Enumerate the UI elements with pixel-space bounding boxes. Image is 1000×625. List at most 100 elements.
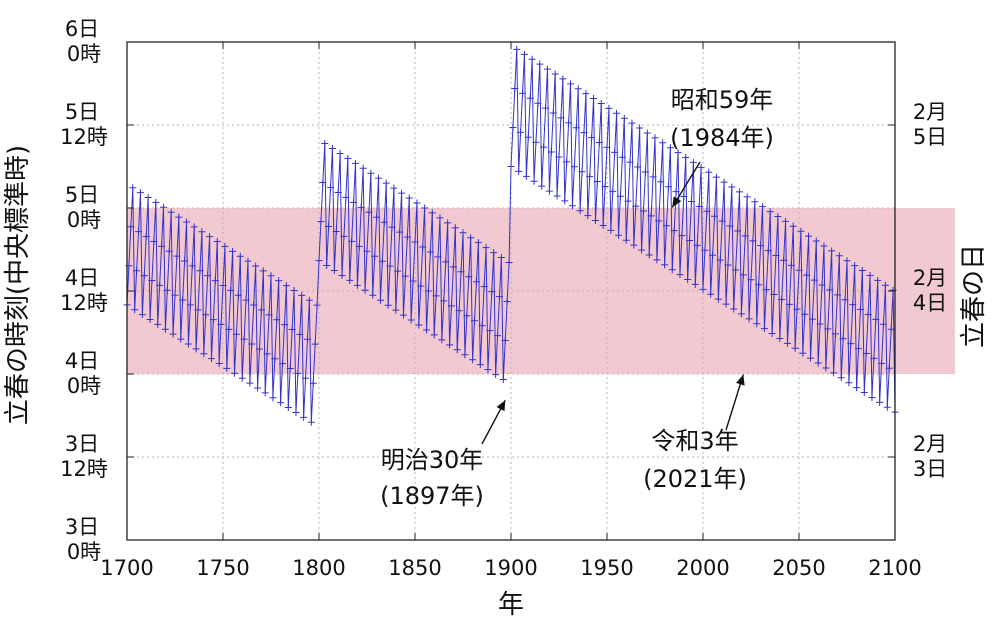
data-point	[480, 283, 488, 291]
data-point	[136, 189, 144, 197]
data-point	[171, 291, 179, 299]
data-point	[303, 335, 311, 343]
data-point	[686, 236, 694, 244]
data-point	[156, 281, 164, 289]
data-point	[234, 291, 242, 299]
data-point	[697, 163, 705, 171]
data-point	[726, 222, 734, 230]
data-point	[336, 149, 344, 157]
data-point	[415, 321, 423, 329]
data-point	[196, 267, 204, 275]
data-point	[255, 345, 263, 353]
data-point	[273, 316, 281, 324]
data-point	[565, 119, 573, 127]
data-point	[154, 320, 162, 328]
data-point	[307, 418, 315, 426]
data-point	[511, 84, 519, 92]
y-tick-label-day: 5日	[65, 183, 99, 207]
data-point	[534, 99, 542, 107]
data-point	[261, 389, 269, 397]
data-point	[161, 325, 169, 333]
data-point	[528, 55, 536, 63]
data-point	[849, 301, 857, 309]
data-point	[860, 389, 868, 397]
x-tick-label: 2000	[676, 556, 729, 580]
data-point	[649, 173, 657, 181]
data-point	[436, 214, 444, 222]
data-point	[442, 258, 450, 266]
data-point	[555, 153, 563, 161]
data-point	[513, 45, 521, 53]
annotation-label-year: (2021年)	[643, 465, 747, 493]
data-point	[839, 335, 847, 343]
data-point	[298, 291, 306, 299]
data-point	[211, 277, 219, 285]
data-point	[183, 218, 191, 226]
data-point	[816, 320, 824, 328]
data-point	[363, 247, 371, 255]
data-point	[279, 360, 287, 368]
data-point	[361, 286, 369, 294]
data-point	[503, 298, 511, 306]
annotation-label-year: (1984年)	[670, 124, 774, 152]
data-point	[378, 257, 386, 265]
data-point	[874, 276, 882, 284]
data-point	[593, 178, 601, 186]
data-point	[474, 239, 482, 247]
data-point	[476, 361, 484, 369]
data-point	[663, 222, 671, 230]
data-point	[868, 393, 876, 401]
data-point	[428, 209, 436, 217]
data-point	[814, 359, 822, 367]
data-point	[883, 403, 891, 411]
data-point	[835, 252, 843, 260]
data-point	[282, 282, 290, 290]
data-point	[267, 272, 275, 280]
data-point	[689, 158, 697, 166]
data-point	[184, 340, 192, 348]
data-point	[288, 325, 296, 333]
data-point	[367, 169, 375, 177]
data-point	[830, 369, 838, 377]
data-point	[803, 271, 811, 279]
data-point	[572, 124, 580, 132]
data-point	[655, 217, 663, 225]
data-point	[330, 266, 338, 274]
x-tick-label: 1950	[580, 556, 633, 580]
x-axis-title: 年	[498, 590, 524, 620]
y-tick-label-time: 12時	[60, 457, 108, 481]
data-point	[557, 114, 565, 122]
data-point	[388, 223, 396, 231]
data-point	[398, 189, 406, 197]
data-point	[590, 95, 598, 103]
y-tick-label-day: 3日	[65, 515, 99, 539]
data-point	[129, 184, 137, 192]
data-point	[632, 202, 640, 210]
data-point	[858, 267, 866, 275]
data-point	[323, 262, 331, 270]
data-point	[828, 247, 836, 255]
x-tick-label: 1700	[100, 556, 153, 580]
data-point	[876, 398, 884, 406]
data-point	[275, 277, 283, 285]
data-point	[432, 292, 440, 300]
data-point	[739, 271, 747, 279]
y2-tick-label-day: 5日	[913, 125, 947, 149]
data-point	[451, 224, 459, 232]
data-point	[294, 369, 302, 377]
data-point	[488, 288, 496, 296]
data-point	[716, 256, 724, 264]
data-point	[459, 229, 467, 237]
data-point	[595, 139, 603, 146]
data-point	[357, 203, 365, 211]
data-point	[526, 94, 534, 102]
data-point	[793, 305, 801, 313]
data-point	[188, 262, 196, 270]
x-tick-label: 1900	[484, 556, 537, 580]
data-point	[219, 281, 227, 289]
annotation-arrow-head	[496, 400, 506, 412]
data-point	[680, 193, 688, 201]
data-point	[409, 277, 417, 285]
data-point	[177, 335, 185, 343]
data-point	[878, 359, 886, 367]
